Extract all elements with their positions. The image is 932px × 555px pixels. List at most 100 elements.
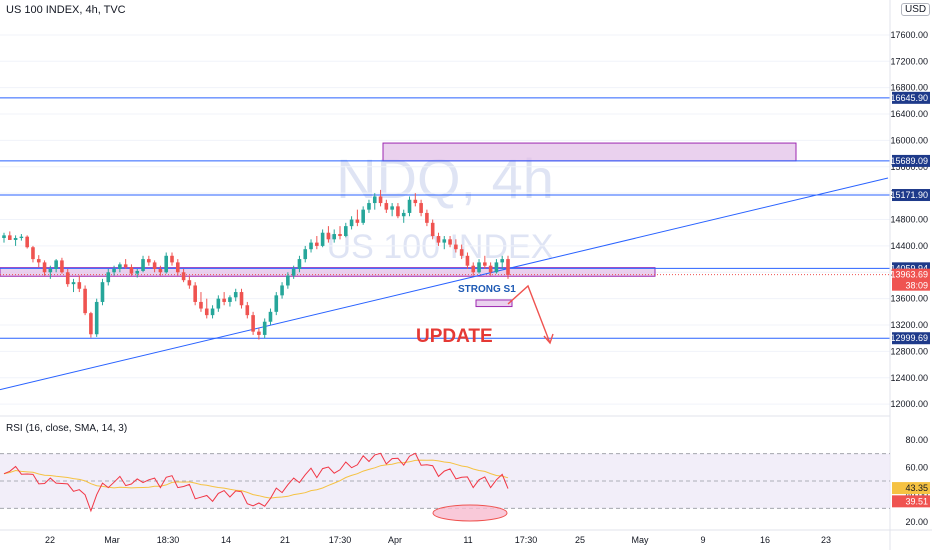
horizontal-levels <box>0 97 890 339</box>
level-price-label: 15689.09 <box>890 156 928 166</box>
candle-body <box>465 255 470 266</box>
candle <box>361 206 365 225</box>
candle-body <box>123 264 128 268</box>
candle <box>71 278 76 293</box>
candle <box>54 259 58 273</box>
rsi-tick-label: 20.00 <box>905 517 928 527</box>
price-tick-label: 16400.00 <box>890 109 928 119</box>
candle-body <box>170 255 174 263</box>
candle <box>164 252 169 274</box>
support-label: STRONG S1 <box>458 284 516 295</box>
zones <box>0 34 890 405</box>
price-tick-label: 16800.00 <box>890 83 928 93</box>
rsi-sma-line <box>3 459 509 499</box>
candle-body <box>7 235 12 240</box>
candle <box>100 278 105 306</box>
candle <box>332 229 337 243</box>
candle <box>89 311 93 338</box>
candle <box>338 226 342 240</box>
candle <box>494 259 499 274</box>
candle <box>297 255 302 273</box>
candle-body <box>500 259 505 263</box>
candle-body <box>13 237 18 240</box>
candle-body <box>77 282 82 289</box>
candle <box>407 196 412 217</box>
rsi-value-badge <box>892 482 930 495</box>
candle-body <box>193 285 197 302</box>
time-axis[interactable]: 22 Mar 18:30 14 21 17:30 Apr 11 17:30 25 May 9 16 23 <box>0 529 932 545</box>
candle-body <box>430 222 435 237</box>
candle <box>251 311 255 335</box>
candle <box>471 262 476 276</box>
candle <box>262 318 267 339</box>
candle <box>384 199 389 213</box>
projection-arrowhead <box>543 333 554 345</box>
candle <box>315 236 319 250</box>
target-zone <box>475 299 513 308</box>
rsi-axis[interactable]: 80.00 60.00 40.00 20.00 43.35 39.51 <box>892 435 930 527</box>
candle <box>413 193 418 207</box>
candle-body <box>83 288 87 314</box>
time-tick-label: 16 <box>760 535 770 545</box>
currency-badge[interactable]: USD <box>901 3 931 16</box>
candle-body <box>361 209 365 223</box>
price-tick-label: 12400.00 <box>890 373 928 383</box>
candle-body <box>54 260 58 269</box>
candle-body <box>419 203 423 213</box>
candle-body <box>228 297 232 302</box>
candle <box>349 216 354 230</box>
rsi-tick-label: 80.00 <box>905 435 928 445</box>
candle-body <box>245 305 250 316</box>
candle <box>401 209 406 223</box>
candle-body <box>442 239 447 243</box>
candle-body <box>187 280 192 286</box>
candle <box>477 259 481 274</box>
candle <box>320 229 325 248</box>
rsi-value-label: 39.51 <box>905 496 928 506</box>
rsi-value-badge <box>892 495 930 508</box>
price-axis[interactable]: 17600.00 17200.00 16800.00 16400.00 16000.00… <box>889 0 930 550</box>
candle-body <box>396 206 400 217</box>
candle <box>129 264 134 276</box>
candle-body <box>326 232 331 240</box>
candle-body <box>141 259 145 271</box>
candle-body <box>175 262 180 273</box>
candle <box>274 292 279 316</box>
candle <box>112 265 116 276</box>
candle <box>158 265 163 276</box>
candle <box>36 255 41 268</box>
rsi-highlight-ellipse <box>432 504 508 522</box>
candle-body <box>459 249 464 256</box>
candle-body <box>355 219 360 223</box>
candle-body <box>42 262 47 273</box>
candle <box>326 226 331 243</box>
chart-title: US 100 INDEX, 4h, TVC <box>6 4 126 16</box>
candle <box>19 234 24 241</box>
candle <box>77 275 82 293</box>
time-tick-label: 9 <box>700 535 705 545</box>
projection-path <box>507 284 551 344</box>
candle-body <box>506 259 510 275</box>
price-tick-label: 13600.00 <box>890 294 928 304</box>
time-tick-label: 25 <box>575 535 585 545</box>
level-price-label: 15171.90 <box>890 190 928 200</box>
support-zone <box>0 267 656 277</box>
candle-body <box>436 236 441 243</box>
candle <box>152 260 157 273</box>
price-tick-label: 12000.00 <box>890 399 928 409</box>
candle-body <box>280 285 284 296</box>
candle-body <box>384 203 389 210</box>
candle-body <box>210 308 215 316</box>
candle-body <box>268 311 273 322</box>
candle <box>222 292 226 306</box>
candle-body <box>407 199 412 213</box>
candle <box>367 199 371 213</box>
candle <box>118 262 122 273</box>
candle <box>268 308 273 326</box>
candle-body <box>181 272 186 281</box>
candle <box>257 328 261 340</box>
price-tick-label: 14400.00 <box>890 241 928 251</box>
watermark-name: US 100 INDEX <box>327 228 554 266</box>
